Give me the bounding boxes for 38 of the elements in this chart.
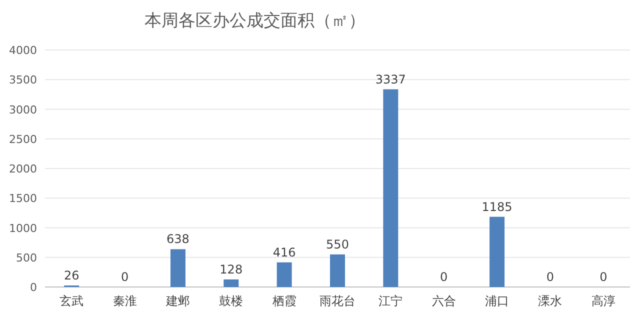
y-tick-label: 2000 — [9, 162, 37, 176]
x-tick-label: 栖霞 — [271, 294, 296, 308]
x-tick-label: 秦淮 — [112, 294, 137, 308]
y-tick-label: 3500 — [9, 74, 37, 87]
data-label: 0 — [120, 270, 129, 284]
y-tick-label: 0 — [30, 281, 37, 294]
x-tick-label: 建邺 — [164, 294, 190, 308]
y-tick-label: 1500 — [9, 192, 37, 206]
x-tick-label: 江宁 — [378, 294, 403, 308]
y-tick-label: 4000 — [9, 44, 37, 57]
chart-title: 本周各区办公成交面积（㎡） — [144, 11, 366, 31]
x-tick-label: 雨花台 — [320, 294, 356, 308]
y-tick-label: 3000 — [9, 103, 37, 116]
y-tick-label: 1000 — [9, 222, 37, 235]
data-label: 638 — [166, 232, 190, 246]
data-label: 128 — [220, 262, 243, 276]
y-tick-label: 2500 — [9, 132, 37, 146]
x-tick-label: 六合 — [432, 294, 456, 308]
data-label: 550 — [326, 237, 349, 252]
bar — [276, 262, 292, 287]
data-label: 3337 — [375, 72, 406, 86]
data-label: 26 — [64, 268, 80, 282]
x-tick-label: 高淳 — [591, 294, 616, 308]
data-label: 0 — [440, 270, 448, 284]
data-label: 0 — [600, 270, 608, 284]
bar — [224, 279, 239, 287]
x-tick-label: 鼓楼 — [219, 294, 244, 308]
data-label: 416 — [272, 245, 296, 260]
bar — [383, 89, 398, 287]
bar — [490, 216, 505, 287]
x-tick-label: 玄武 — [60, 294, 84, 308]
x-tick-label: 溧水 — [538, 294, 562, 308]
data-label: 1185 — [482, 200, 512, 214]
bar — [170, 249, 186, 287]
y-tick-label: 500 — [16, 251, 37, 264]
bar — [330, 254, 345, 287]
x-tick-label: 浦口 — [485, 294, 510, 308]
data-label: 0 — [546, 270, 554, 284]
